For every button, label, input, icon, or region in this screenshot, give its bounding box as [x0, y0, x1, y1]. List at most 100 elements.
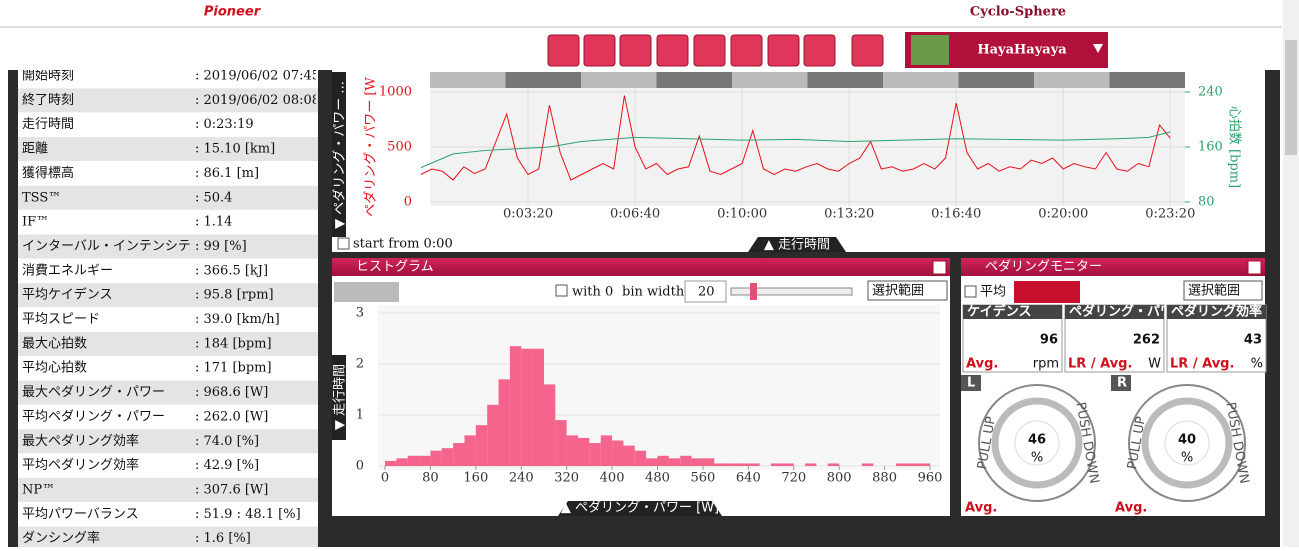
summary-label: 走行時間 — [22, 117, 74, 132]
close-button[interactable] — [1247, 260, 1262, 275]
metric-unit: W — [1148, 357, 1161, 372]
checkbox[interactable] — [555, 284, 568, 297]
metric-label: ペダリング・パワー — [1069, 304, 1186, 320]
y2-tick-label: 80 — [1198, 195, 1215, 210]
x-tick-label: 80 — [422, 471, 439, 486]
summary-value: : 95.8 [rpm] — [195, 288, 274, 303]
histogram-bar — [407, 455, 420, 466]
y-tick-label: 3 — [356, 306, 364, 321]
row-bg — [18, 380, 318, 405]
histogram-bar — [578, 437, 590, 466]
y-tick-label: 0 — [356, 459, 364, 474]
toolbar-button[interactable] — [803, 34, 836, 67]
metric-unit: % — [1251, 357, 1263, 372]
x-tick-label: 240 — [509, 471, 534, 486]
close-button[interactable] — [932, 260, 947, 275]
bin-width-input[interactable] — [684, 280, 727, 303]
x-axis-label: ▲ ペダリング・パワー [W] — [561, 501, 719, 516]
checkbox[interactable] — [337, 237, 350, 250]
toolbar-button[interactable] — [730, 34, 763, 67]
summary-value: : 42.9 [%] — [195, 458, 259, 473]
summary-label: 平均ペダリング効率 — [22, 457, 139, 473]
x-tick-label: 560 — [691, 471, 716, 486]
gauge-side: L — [967, 376, 975, 391]
histogram-bar — [771, 463, 783, 466]
histogram-bar — [509, 346, 522, 466]
histogram-bar — [419, 455, 431, 466]
side-tab — [332, 72, 346, 237]
lap-segment — [1034, 72, 1110, 88]
histogram-bar — [430, 450, 442, 466]
gauge-avg: Avg. — [965, 501, 997, 516]
toolbar-button[interactable] — [693, 34, 726, 67]
histogram-bar — [600, 435, 613, 466]
axis-tab — [748, 237, 846, 252]
row-bg — [18, 137, 318, 162]
histogram-bar — [680, 455, 692, 466]
bin-width-label: bin width : — [622, 285, 693, 300]
histogram-bar — [634, 450, 647, 466]
toolbar-button[interactable] — [547, 34, 580, 67]
y-tick-label: 2 — [356, 357, 364, 372]
histogram-bar — [475, 425, 488, 466]
x-tick-label: 480 — [645, 471, 670, 486]
lap-segment — [732, 72, 808, 88]
bin-width-value: 20 — [698, 285, 715, 300]
histogram-bar — [612, 440, 624, 466]
checkbox[interactable] — [964, 285, 977, 298]
summary-label: TSS™ — [22, 190, 61, 205]
lap-segment — [1109, 72, 1185, 88]
slider-track[interactable] — [730, 287, 853, 296]
toolbar-button[interactable] — [583, 34, 616, 67]
toolbar-button[interactable] — [656, 34, 689, 67]
notification-button[interactable] — [851, 34, 884, 67]
lap-segment — [656, 72, 732, 88]
histogram-bar — [396, 458, 408, 466]
slider-handle[interactable] — [750, 283, 757, 300]
checkbox-label: with 0 — [572, 285, 613, 300]
summary-label: 最大ペダリング・パワー — [22, 385, 165, 400]
histogram-bar — [385, 460, 397, 466]
y-tick-label: 1000 — [379, 85, 412, 100]
gauge-unit: % — [1031, 451, 1043, 466]
line-series — [420, 95, 1171, 181]
histogram-bar — [736, 463, 749, 466]
panel-title: ペダリングモニター — [985, 260, 1102, 275]
row-bg — [18, 331, 318, 356]
x-tick-label: 720 — [781, 471, 806, 486]
dropdown-arrow — [1093, 44, 1103, 53]
x-tick-label: 0:13:20 — [824, 207, 874, 222]
lap-segment — [430, 72, 506, 88]
gauge-track — [991, 397, 1083, 489]
toolbar-button[interactable] — [619, 34, 652, 67]
histogram-bar — [453, 443, 465, 466]
summary-value: : 366.5 [kJ] — [195, 263, 268, 278]
histogram-bar — [782, 463, 794, 466]
row-bg — [18, 283, 318, 308]
histogram-bar — [725, 463, 737, 466]
summary-value: : 2019/06/02 08:08: — [195, 93, 324, 108]
select-box[interactable] — [1183, 280, 1263, 301]
metric-header — [1065, 305, 1164, 319]
gauge-side: R — [1117, 376, 1127, 391]
metric-header — [1167, 305, 1266, 319]
x-tick-label: 880 — [872, 471, 897, 486]
y2-tick-label: 160 — [1198, 140, 1223, 155]
lap-segment — [807, 72, 883, 88]
select-box[interactable] — [867, 280, 948, 301]
select-label: 選択範囲 — [872, 284, 924, 299]
scroll-thumb[interactable] — [1285, 40, 1297, 155]
histogram-bar — [918, 463, 930, 466]
side-label: ▼ ペダリング・パワー ... — [333, 81, 348, 229]
x-tick-label: 0:03:20 — [503, 207, 553, 222]
summary-value: : 50.4 — [195, 190, 232, 205]
axis-tab — [558, 501, 722, 516]
summary-label: NP™ — [22, 482, 55, 497]
summary-label: 最大ペダリング効率 — [22, 433, 139, 449]
metric-header — [963, 305, 1062, 319]
toolbar-button[interactable] — [767, 34, 800, 67]
histogram-bar — [668, 458, 681, 466]
title-bar — [332, 258, 950, 276]
y-tick-label: 500 — [387, 140, 412, 155]
